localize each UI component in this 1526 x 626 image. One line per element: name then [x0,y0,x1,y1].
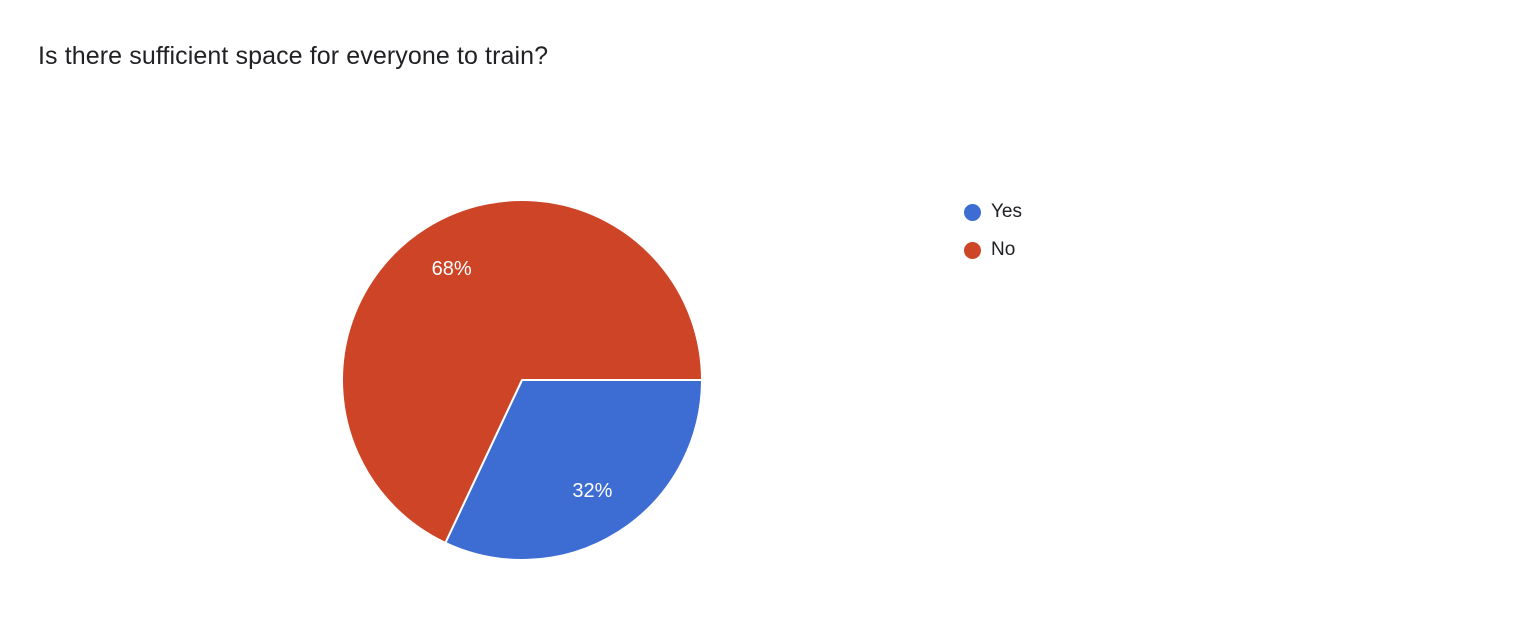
legend-swatch-icon [964,241,981,259]
pie-slice-value-label: 32% [572,480,612,502]
chart-legend: Yes No [964,198,1022,274]
chart-title: Is there sufficient space for everyone t… [38,42,549,70]
pie-chart: 32% 68% [341,199,703,561]
pie-slice-yes [444,379,703,561]
legend-item-yes: Yes [964,198,1022,226]
legend-label-no: No [991,239,1016,260]
legend-item-no: No [964,236,1022,264]
pie-slice-value-label: 68% [432,258,472,280]
legend-label-yes: Yes [991,201,1022,222]
legend-swatch-icon [964,203,981,221]
pie-slice-no [341,199,703,544]
